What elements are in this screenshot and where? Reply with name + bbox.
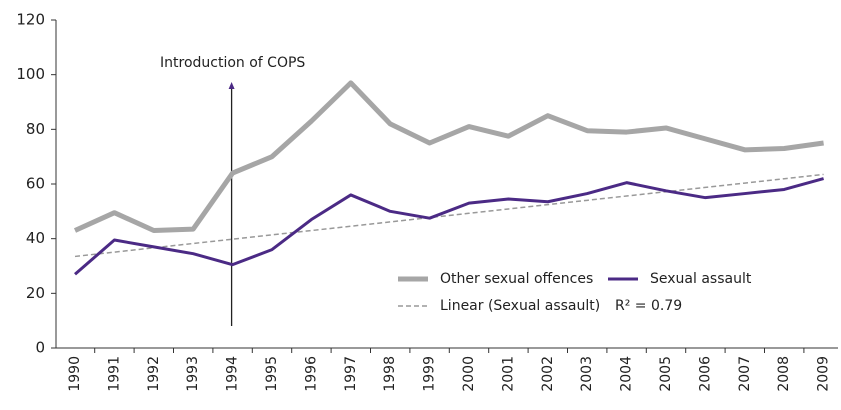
annotation: R² = 0.79: [615, 298, 682, 314]
x-tick-label: 2000: [461, 356, 477, 392]
series-line: [74, 173, 824, 258]
x-tick-label: 1992: [146, 356, 162, 392]
x-tick-label: 2008: [776, 356, 792, 392]
x-tick-label: 1995: [264, 356, 280, 392]
series-line: [74, 177, 825, 276]
x-tick-label: 2002: [540, 356, 556, 392]
x-tick-label: 2001: [500, 356, 516, 392]
x-tick-label: 1997: [343, 356, 359, 392]
y-tick-label: 40: [26, 229, 45, 247]
x-tick-label: 1998: [382, 356, 398, 392]
y-tick-label: 0: [35, 339, 45, 357]
y-tick-label: 80: [26, 120, 45, 138]
legend-label: Other sexual offences: [440, 271, 593, 287]
x-tick-label: 1996: [303, 356, 319, 392]
x-tick-label: 2003: [579, 356, 595, 392]
x-tick-label: 2004: [619, 356, 635, 392]
arrow-head: [228, 82, 235, 89]
legend-label: Sexual assault: [650, 271, 752, 287]
x-tick-label: 2007: [737, 356, 753, 392]
x-tick-label: 1990: [67, 356, 83, 392]
legend-label: Linear (Sexual assault): [440, 298, 600, 314]
y-tick-label: 120: [16, 11, 45, 29]
legend-box: [375, 262, 838, 326]
series-line: [73, 80, 824, 233]
annotation: Introduction of COPS: [160, 55, 305, 71]
y-tick-label: 60: [26, 175, 45, 193]
x-tick-label: 1991: [106, 356, 122, 392]
x-tick-label: 2006: [697, 356, 713, 392]
x-tick-label: 2009: [816, 356, 832, 392]
y-tick-label: 20: [26, 284, 45, 302]
y-tick-label: 100: [16, 65, 45, 83]
x-tick-label: 1999: [422, 356, 438, 392]
x-tick-label: 1993: [185, 356, 201, 392]
x-tick-label: 1994: [225, 356, 241, 392]
x-tick-label: 2005: [658, 356, 674, 392]
